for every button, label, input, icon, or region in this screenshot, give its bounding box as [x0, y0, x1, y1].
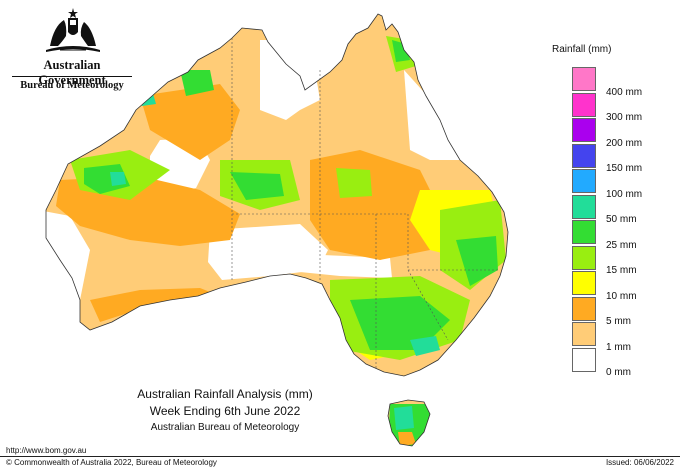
no-rain-area: [208, 224, 328, 280]
rain-25mm-interior: [230, 172, 284, 200]
map-period: Week Ending 6th June 2022: [149, 404, 301, 418]
no-rain-area: [300, 254, 392, 278]
legend-label: 1 mm: [606, 341, 631, 353]
rain-50mm-alpine: [410, 336, 440, 356]
mainland-coastline: [45, 13, 509, 377]
rain-50mm-tasmania: [394, 406, 414, 430]
rain-50mm-pilbara: [110, 172, 126, 186]
footer-divider: [0, 456, 680, 457]
issued-date: Issued: 06/06/2022: [605, 458, 674, 467]
legend-label: 15 mm: [606, 265, 637, 276]
bureau-title: Bureau of Meteorology: [12, 76, 132, 91]
legend-swatch: [572, 92, 596, 117]
rain-5mm-tasmania: [398, 432, 416, 446]
map-title: Australian Rainfall Analysis (mm): [137, 387, 313, 401]
legend-title: Rainfall (mm): [552, 44, 612, 55]
rain-15mm-nt: [336, 168, 372, 198]
legend-swatch: [572, 347, 596, 372]
rain-50mm-kimberley: [140, 90, 156, 106]
legend-swatch: [572, 194, 596, 219]
legend-swatch: [572, 322, 596, 346]
rain-25mm-east: [456, 236, 498, 286]
legend-label: 5 mm: [606, 316, 631, 327]
legend-label: 300 mm: [606, 112, 643, 123]
rain-5mm-kimberley: [140, 84, 240, 160]
website-link[interactable]: http://www.bom.gov.au: [6, 446, 87, 455]
legend-swatch: [572, 143, 596, 168]
tasmania-coastline: [387, 399, 431, 447]
legend-label: 100 mm: [606, 188, 643, 200]
legend-label: 50 mm: [606, 214, 637, 225]
legend-swatch: [572, 220, 596, 244]
legend-swatch: [572, 245, 596, 270]
legend-swatch: [572, 271, 596, 295]
legend-label: 25 mm: [606, 239, 637, 251]
legend-swatch: [572, 118, 596, 142]
rain-25mm-top-end: [180, 70, 214, 96]
legend-swatch: [572, 296, 596, 321]
map-source: Australian Bureau of Meteorology: [150, 422, 300, 433]
legend-label: 0 mm: [606, 367, 631, 378]
coat-of-arms-icon: [46, 8, 100, 52]
legend-swatch: [572, 67, 596, 91]
copyright-notice: © Commonwealth of Australia 2022, Bureau…: [6, 458, 217, 467]
legend-label: 200 mm: [606, 137, 643, 149]
legend-label: 400 mm: [606, 86, 643, 98]
legend-label: 10 mm: [606, 290, 637, 302]
rain-25mm-victoria: [350, 296, 450, 350]
rain-25mm-pilbara: [84, 164, 130, 194]
legend-swatch: [572, 169, 596, 193]
legend-label: 150 mm: [606, 163, 643, 174]
state-borders: [231, 38, 500, 370]
